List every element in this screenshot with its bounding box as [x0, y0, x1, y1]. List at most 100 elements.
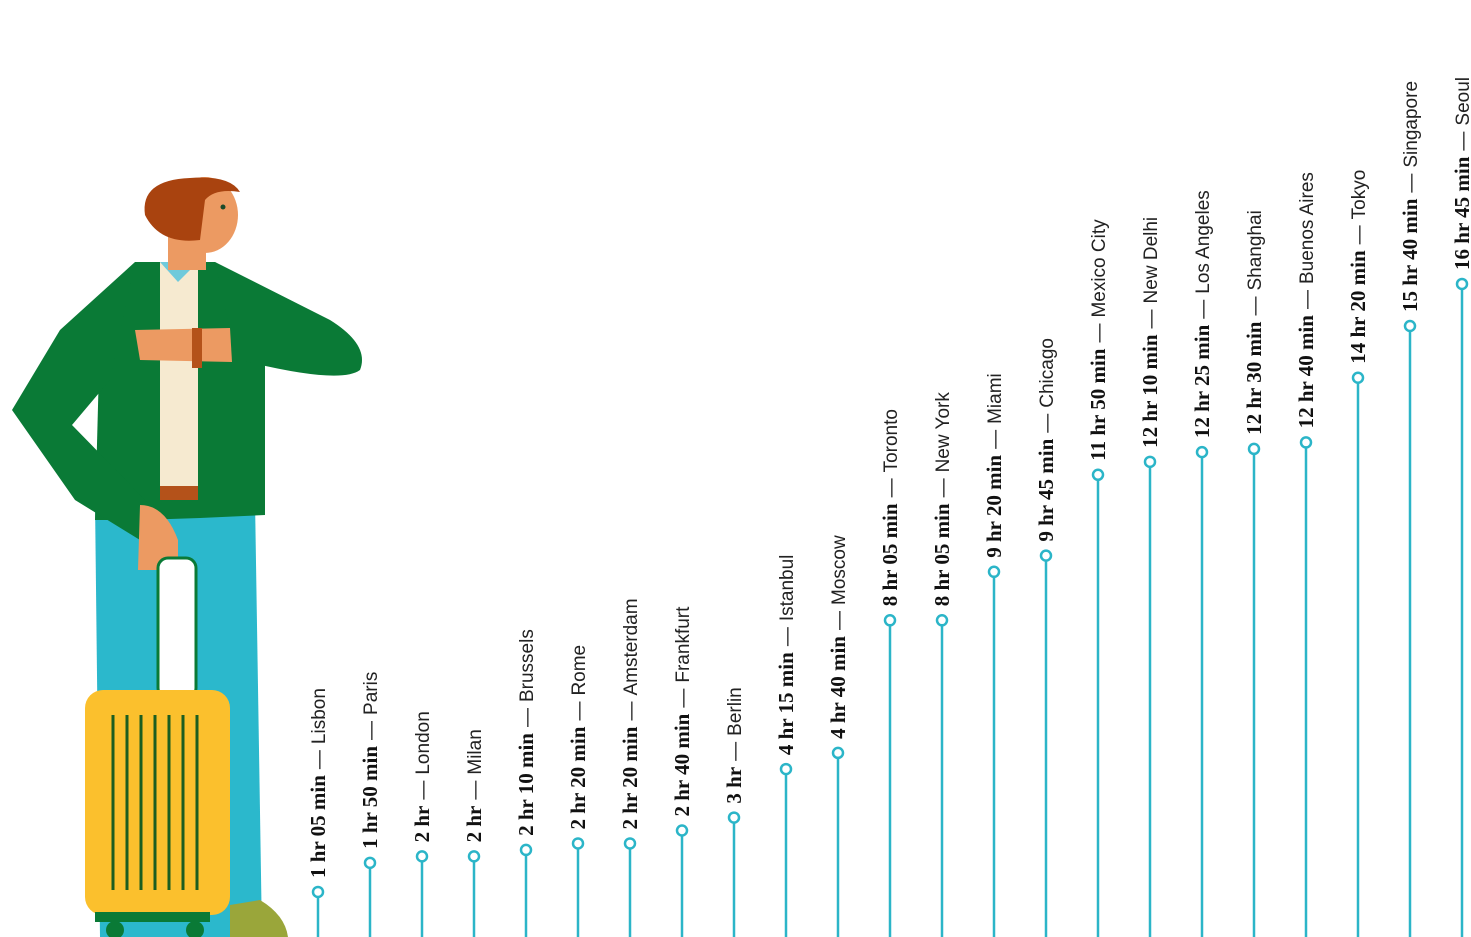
duration: 2 hr 20 min — [566, 726, 590, 829]
duration: 12 hr 10 min — [1138, 334, 1162, 448]
dot — [779, 762, 793, 776]
city: Frankfurt — [673, 606, 694, 683]
separator: — — [1453, 132, 1471, 151]
label: 11 hr 50 min — Mexico City — [1086, 219, 1110, 461]
separator: — — [777, 627, 798, 646]
dot — [1143, 455, 1157, 469]
duration: 2 hr 10 min — [514, 733, 538, 836]
traveler-illustration — [12, 177, 362, 937]
dot — [727, 811, 741, 824]
separator: — — [1089, 324, 1110, 343]
city: Seoul — [1453, 77, 1471, 126]
dot — [311, 885, 325, 899]
label: 4 hr 15 min — Istanbul — [774, 555, 798, 755]
dot — [1091, 468, 1105, 482]
city: New York — [933, 392, 954, 473]
city: Miami — [985, 373, 1006, 424]
duration: 14 hr 20 min — [1346, 250, 1370, 364]
duration: 4 hr 40 min — [826, 636, 850, 739]
dot — [519, 843, 533, 857]
label: 2 hr 40 min — Frankfurt — [670, 606, 694, 817]
city: Brussels — [517, 629, 538, 702]
city: Rome — [569, 645, 590, 696]
label: 14 hr 20 min — Tokyo — [1346, 170, 1370, 364]
duration: 11 hr 50 min — [1086, 348, 1110, 461]
label: 3 hr — Berlin — [722, 687, 746, 803]
duration: 12 hr 30 min — [1242, 321, 1266, 435]
label: 2 hr — London — [410, 711, 434, 842]
city: Toronto — [881, 409, 902, 472]
separator: — — [725, 742, 746, 761]
separator: — — [1193, 300, 1214, 319]
separator: — — [465, 781, 486, 800]
dot — [675, 824, 689, 837]
label: 12 hr 40 min — Buenos Aires — [1294, 172, 1318, 428]
city: Lisbon — [309, 688, 330, 744]
city: Shanghai — [1245, 210, 1266, 290]
city: Berlin — [725, 687, 746, 736]
city: London — [413, 711, 434, 774]
label: 16 hr 45 min — Seoul — [1450, 77, 1471, 270]
separator: — — [569, 702, 590, 721]
dot — [1247, 442, 1261, 456]
label: 12 hr 10 min — New Delhi — [1138, 217, 1162, 448]
dot — [1403, 319, 1417, 333]
label: 9 hr 45 min — Chicago — [1034, 338, 1058, 542]
separator: — — [673, 689, 694, 708]
duration: 2 hr 20 min — [618, 726, 642, 829]
dot — [363, 856, 377, 870]
label: 9 hr 20 min — Miami — [982, 373, 1006, 558]
duration: 2 hr 40 min — [670, 713, 694, 816]
dot — [987, 565, 1001, 579]
duration: 9 hr 45 min — [1034, 438, 1058, 541]
city: Singapore — [1401, 81, 1422, 168]
duration: 2 hr — [410, 806, 434, 843]
duration: 9 hr 20 min — [982, 455, 1006, 558]
duration: 8 hr 05 min — [930, 503, 954, 606]
dot — [935, 614, 949, 627]
label: 8 hr 05 min — Toronto — [878, 409, 902, 606]
duration: 12 hr 40 min — [1294, 315, 1318, 429]
label: 2 hr — Milan — [462, 729, 486, 842]
separator: — — [881, 478, 902, 497]
separator: — — [621, 702, 642, 721]
label: 4 hr 40 min — Moscow — [826, 535, 850, 739]
dot — [1039, 549, 1053, 562]
dot — [1299, 436, 1313, 449]
label: 1 hr 50 min — Paris — [358, 672, 382, 849]
separator: — — [829, 611, 850, 630]
separator: — — [517, 708, 538, 727]
label: 2 hr 20 min — Amsterdam — [618, 598, 642, 829]
separator: — — [1401, 174, 1422, 193]
city: Los Angeles — [1193, 190, 1214, 294]
separator: — — [413, 781, 434, 800]
separator: — — [1141, 309, 1162, 328]
duration: 16 hr 45 min — [1450, 156, 1471, 270]
separator: — — [361, 721, 382, 740]
dot — [883, 614, 897, 627]
city: Mexico City — [1089, 219, 1110, 318]
dot — [1351, 371, 1365, 385]
city: Milan — [465, 729, 486, 774]
separator: — — [1245, 297, 1266, 316]
city: Istanbul — [777, 555, 798, 622]
city: Chicago — [1037, 338, 1058, 408]
dot — [571, 837, 585, 850]
dot — [415, 850, 429, 863]
duration: 8 hr 05 min — [878, 503, 902, 606]
city: Moscow — [829, 535, 850, 605]
city: New Delhi — [1141, 217, 1162, 304]
dot — [1455, 277, 1469, 291]
city: Paris — [361, 672, 382, 715]
duration: 4 hr 15 min — [774, 652, 798, 755]
city: Amsterdam — [621, 598, 642, 695]
label: 2 hr 20 min — Rome — [566, 645, 590, 830]
duration: 1 hr 05 min — [306, 775, 330, 878]
city: Buenos Aires — [1297, 172, 1318, 284]
dot — [623, 837, 637, 850]
separator: — — [1349, 225, 1370, 244]
dot — [831, 746, 845, 760]
separator: — — [1037, 414, 1058, 433]
